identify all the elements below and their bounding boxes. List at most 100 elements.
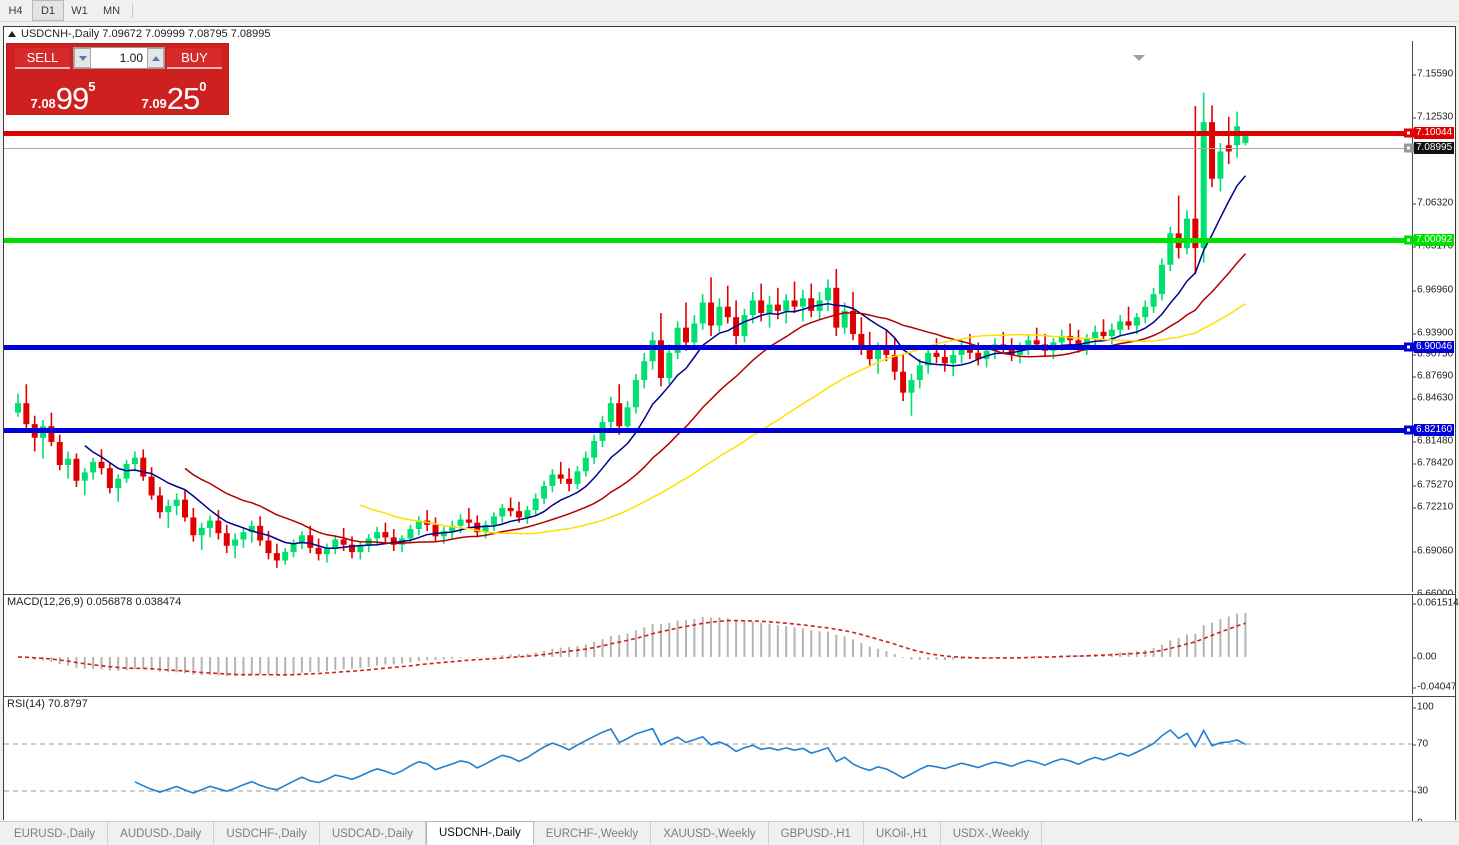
price-tick: 6.75270 — [1412, 479, 1454, 491]
price-tick: 7.03170 — [1412, 240, 1454, 252]
one-click-trading-panel: SELL 1.00 BUY 7.08 99 5 7.09 25 0 — [6, 43, 229, 115]
timeframe-w1[interactable]: W1 — [64, 0, 96, 21]
price-tick: 6.87690 — [1412, 370, 1454, 382]
trade-panel-controls: SELL 1.00 BUY — [7, 44, 228, 72]
chart-tab[interactable]: GBPUSD-,H1 — [769, 822, 864, 845]
toolbar-divider — [132, 3, 133, 18]
chart-tab-label: AUDUSD-,Daily — [120, 827, 202, 840]
chevron-up-icon — [151, 55, 160, 61]
axis-tick: 30 — [1412, 785, 1429, 797]
sell-price-main: 99 — [55, 80, 89, 116]
macd-pane: MACD(12,26,9) 0.056878 0.038474 — [4, 594, 1414, 694]
chart-window: USDCNH-,Daily 7.09672 7.09999 7.08795 7.… — [3, 26, 1459, 845]
sell-price-fraction: 5 — [88, 79, 96, 94]
rsi-chart-svg — [4, 727, 1414, 794]
sell-button[interactable]: SELL — [15, 48, 70, 69]
sell-button-label: SELL — [26, 50, 59, 65]
chart-tab[interactable]: XAUUSD-,Weekly — [651, 822, 769, 845]
chart-tab[interactable]: EURUSD-,Daily — [2, 822, 109, 845]
chart-tab[interactable]: EURCHF-,Weekly — [534, 822, 652, 845]
price-tag-dot — [1407, 238, 1410, 242]
price-tick: 7.12530 — [1412, 111, 1454, 123]
price-scale[interactable]: 7.15590 7.12530 7.06320 7.03170 6.96960 6.939… — [1404, 41, 1455, 600]
price-tick: 6.96960 — [1412, 284, 1454, 296]
timeframe-d1[interactable]: D1 — [32, 0, 64, 21]
price-tick: 6.72210 — [1412, 501, 1454, 513]
macd-scale[interactable]: 0.061514 0.00 -0.04047 — [1412, 594, 1459, 694]
support-blue-line-2[interactable] — [4, 428, 1414, 433]
price-tag: 6.82160 — [1414, 424, 1455, 436]
timeframe-toolbar: H4 D1 W1 MN — [0, 0, 1459, 22]
price-tick: 6.78420 — [1412, 457, 1454, 469]
price-tick: 6.81480 — [1412, 435, 1454, 447]
support-green-line[interactable] — [4, 238, 1414, 243]
chart-tab-active[interactable]: USDCNH-,Daily — [425, 821, 534, 845]
chart-tab-bar: EURUSD-,Daily AUDUSD-,Daily USDCHF-,Daily U… — [0, 821, 1459, 845]
timeframe-w1-label: W1 — [71, 4, 88, 17]
price-tick: 6.84630 — [1412, 392, 1454, 404]
axis-tick: 100 — [1413, 701, 1434, 713]
price-tag-dot — [1407, 428, 1410, 432]
chart-title-bar: USDCNH-,Daily 7.09672 7.09999 7.08795 7.… — [4, 27, 271, 41]
price-tick: 6.90750 — [1412, 348, 1454, 360]
price-chart-svg — [15, 92, 1249, 568]
price-tick: 7.06320 — [1412, 197, 1454, 209]
timeframe-h4-label: H4 — [8, 4, 23, 17]
price-tick: 6.69060 — [1412, 545, 1454, 557]
macd-label: MACD(12,26,9) 0.056878 0.038474 — [7, 596, 182, 608]
chart-tab-label: EURUSD-,Daily — [14, 827, 96, 840]
price-tag: 7.10044 — [1414, 127, 1455, 139]
volume-stepper[interactable]: 1.00 — [73, 47, 165, 69]
price-tag: 7.08995 — [1414, 142, 1455, 154]
chart-tab[interactable]: USDCHF-,Daily — [214, 822, 320, 845]
sell-price-prefix: 7.08 — [30, 96, 56, 111]
support-blue-line-1[interactable] — [4, 345, 1414, 350]
chart-tab[interactable]: UKOil-,H1 — [864, 822, 941, 845]
axis-tick: -0.04047 — [1412, 681, 1457, 693]
buy-price-prefix: 7.09 — [141, 96, 167, 111]
price-tag: 7.00092 — [1414, 234, 1455, 246]
chart-tab-label: UKOil-,H1 — [875, 827, 928, 840]
rsi-scale[interactable]: 10070300 — [1412, 696, 1455, 830]
macd-chart-svg — [17, 612, 1247, 677]
price-tick: 6.93900 — [1412, 327, 1454, 339]
axis-tick: 70 — [1412, 738, 1429, 750]
axis-tick: 0.061514 — [1413, 597, 1459, 609]
volume-value[interactable]: 1.00 — [119, 51, 143, 65]
price-tag-dot — [1407, 146, 1410, 150]
chart-tab[interactable]: AUDUSD-,Daily — [108, 822, 215, 845]
chart-tab-label: USDCHF-,Daily — [226, 827, 307, 840]
chart-tab[interactable]: USDCAD-,Daily — [320, 822, 426, 845]
chart-tab-label: XAUUSD-,Weekly — [663, 827, 756, 840]
price-tag: 6.90046 — [1414, 341, 1455, 353]
collapse-triangle-icon[interactable] — [8, 31, 16, 37]
price-pane — [4, 41, 1414, 592]
volume-increment-button[interactable] — [147, 48, 164, 68]
resistance-red-line[interactable] — [4, 131, 1414, 136]
chart-tab-label: USDX-,Weekly — [952, 827, 1030, 840]
chart-symbol-ohlc: USDCNH-,Daily 7.09672 7.09999 7.08795 7.… — [21, 28, 271, 40]
timeframe-d1-label: D1 — [40, 4, 56, 17]
scroll-indicator-icon[interactable] — [1133, 55, 1145, 61]
buy-price-display[interactable]: 7.09 25 0 — [120, 74, 228, 114]
rsi-pane: RSI(14) 70.8797 — [4, 696, 1414, 830]
price-tag-dot — [1407, 345, 1410, 349]
chart-tab[interactable]: USDX-,Weekly — [941, 822, 1043, 845]
sell-price-display[interactable]: 7.08 99 5 — [9, 74, 117, 114]
timeframe-h4[interactable]: H4 — [0, 0, 32, 21]
price-tag-dot — [1407, 131, 1410, 135]
timeframe-mn-label: MN — [102, 4, 121, 17]
current-price-line[interactable] — [4, 148, 1414, 149]
axis-tick: 0.00 — [1412, 651, 1437, 663]
chart-tab-label: USDCNH-,Daily — [438, 827, 521, 839]
timeframe-mn[interactable]: MN — [96, 0, 128, 21]
buy-price-main: 25 — [166, 80, 200, 116]
volume-decrement-button[interactable] — [74, 48, 91, 68]
buy-button-label: BUY — [181, 50, 208, 65]
buy-button[interactable]: BUY — [167, 48, 222, 69]
chart-tab-label: USDCAD-,Daily — [331, 827, 413, 840]
chart-tab-label: GBPUSD-,H1 — [780, 827, 851, 840]
chevron-down-icon — [78, 55, 87, 61]
buy-price-fraction: 0 — [199, 79, 207, 94]
